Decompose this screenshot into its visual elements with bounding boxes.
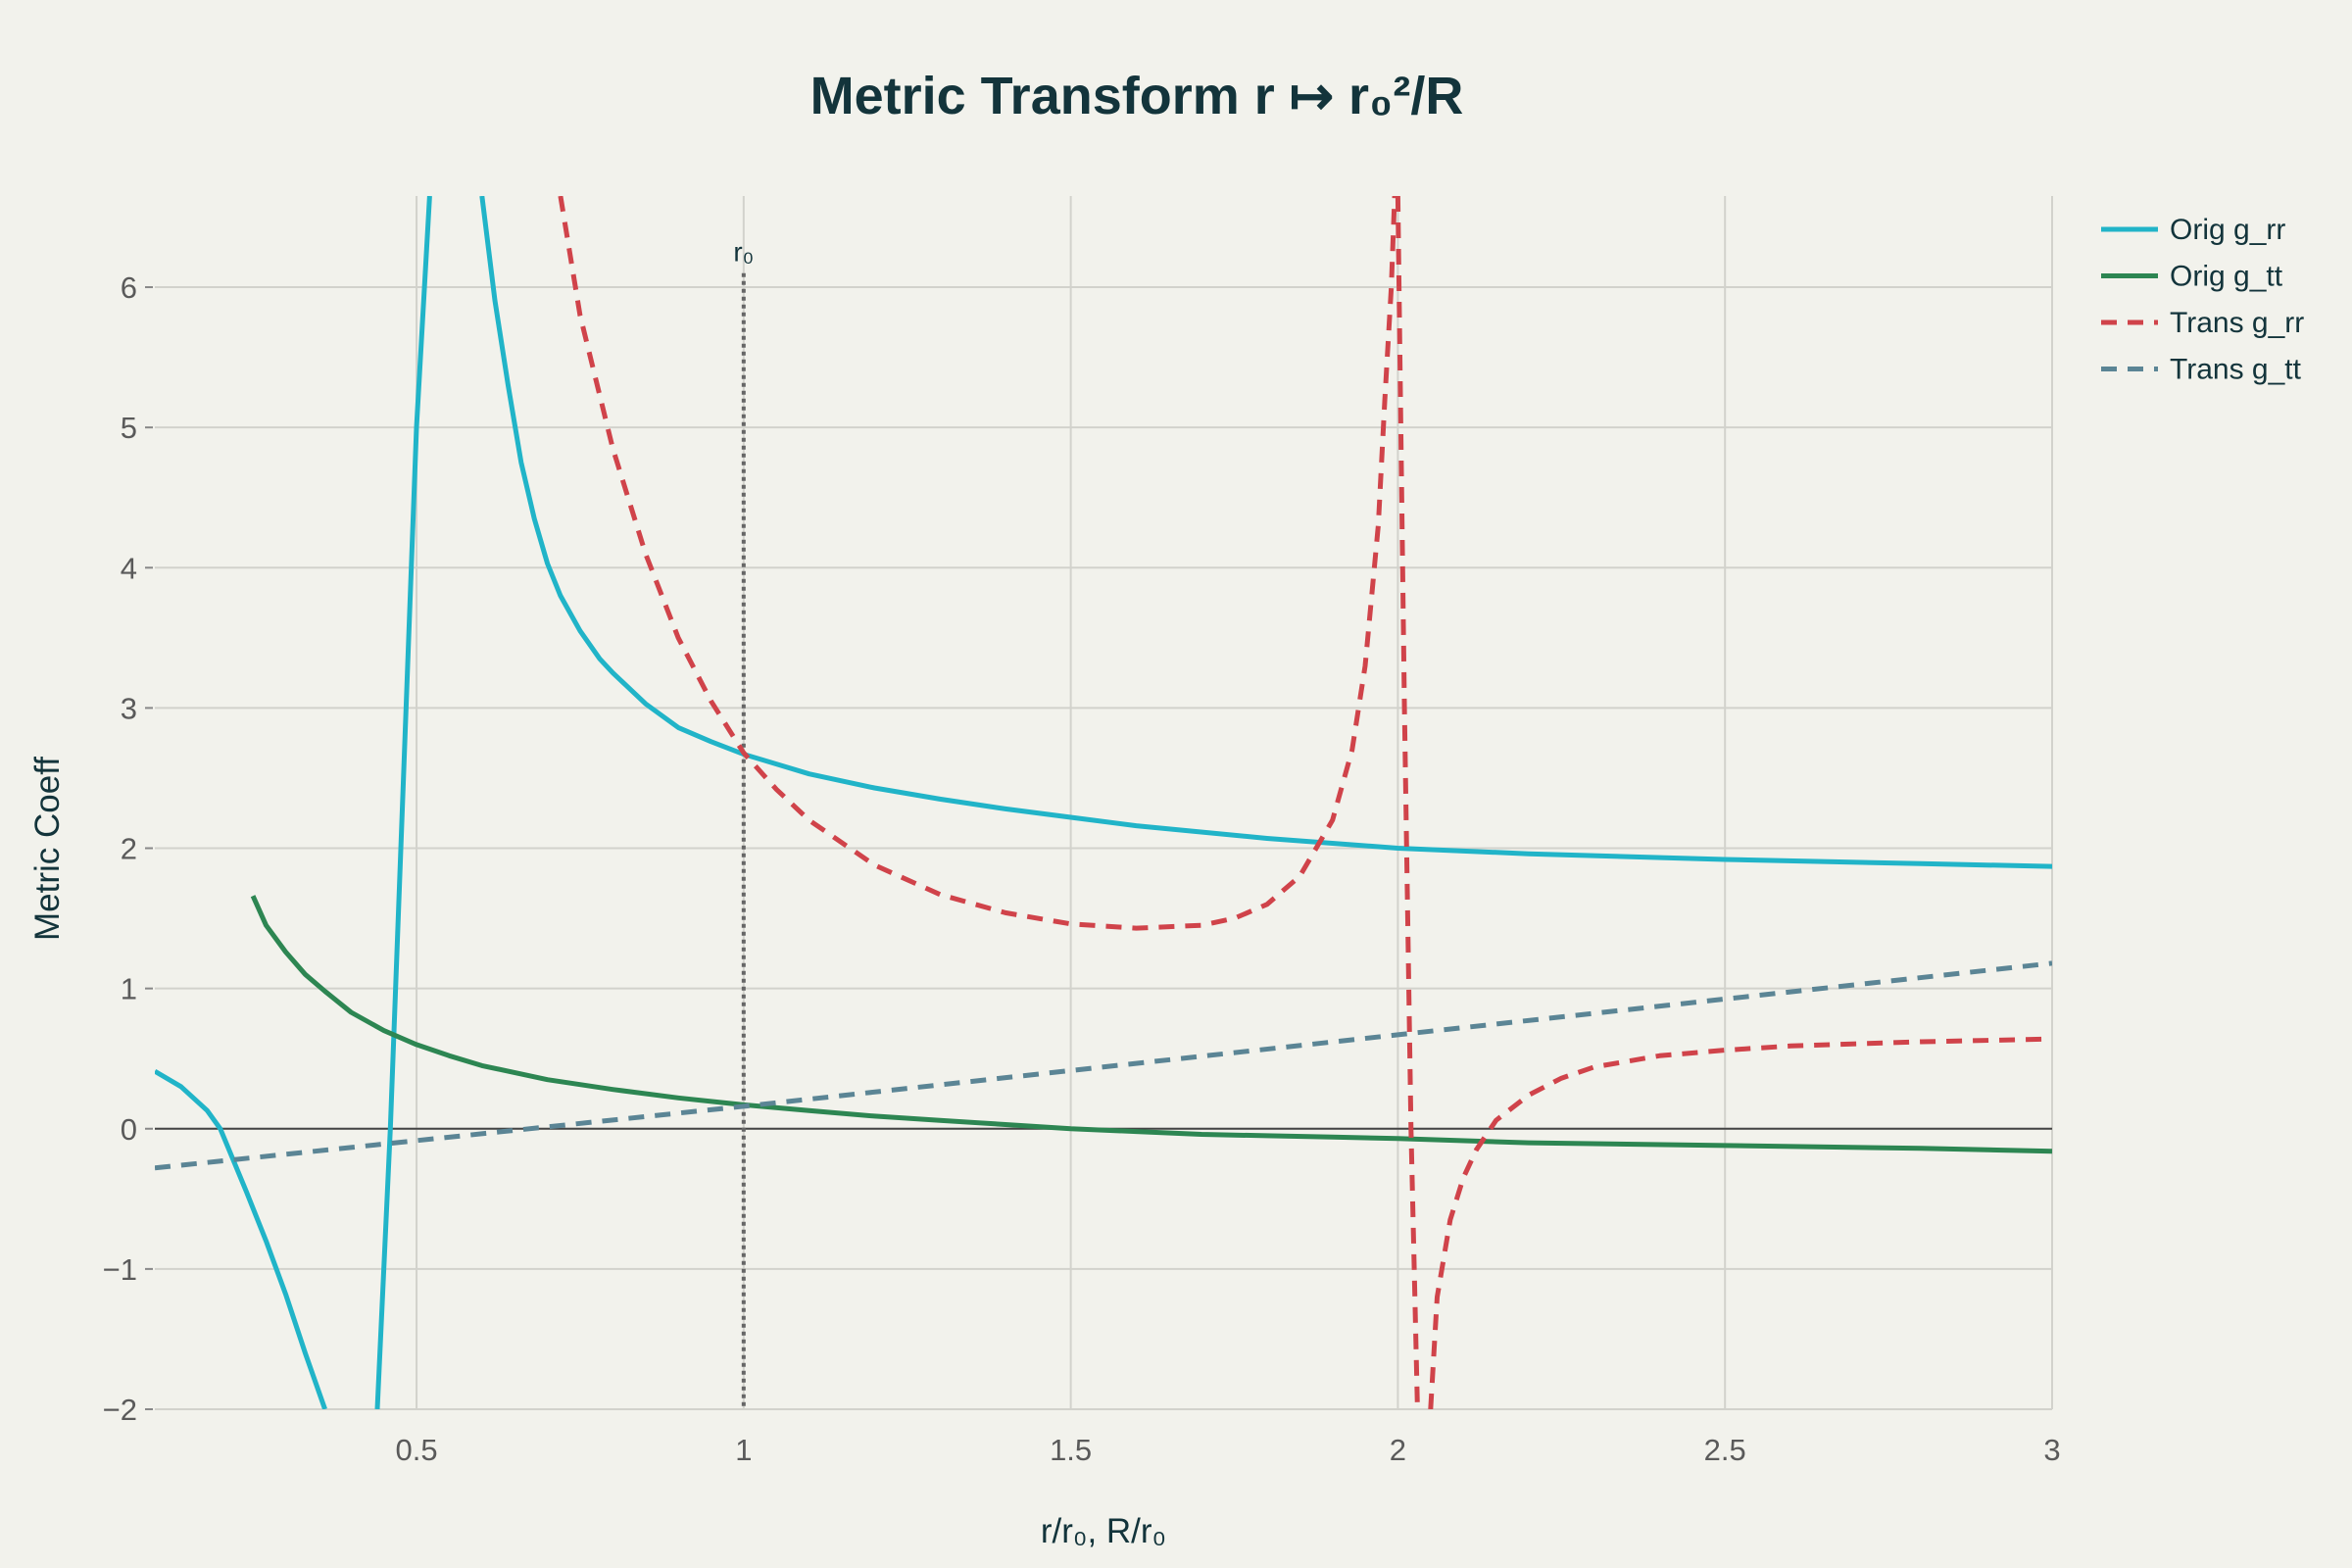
series-line-orig-g-rr xyxy=(155,1068,327,1409)
grid xyxy=(155,196,2053,1410)
series-line-trans-g-rr xyxy=(558,196,1397,931)
legend-label: Orig g_tt xyxy=(2170,261,2283,293)
x-tick-labels: 0.5 1 1.5 2 2.5 3 xyxy=(395,1433,2060,1467)
y-tick-label: 0 xyxy=(121,1112,137,1147)
legend-item-trans-g-rr: Trans g_rr xyxy=(2101,307,2304,339)
x-axis-title: r/r₀, R/r₀ xyxy=(1041,1512,1166,1550)
series-line-orig-g-tt xyxy=(250,895,2052,1154)
y-tick-label: 6 xyxy=(121,270,137,305)
x-tick-label: 1.5 xyxy=(1050,1433,1092,1467)
x-tick-label: 1 xyxy=(735,1433,752,1467)
x-tick-label: 2.5 xyxy=(1704,1433,1746,1467)
series-line-trans-g-tt xyxy=(155,960,2052,1171)
chart-title: Metric Transform r ↦ r₀²/R xyxy=(810,67,1464,125)
series-line-trans-g-rr xyxy=(1395,196,1420,1409)
legend-label: Trans g_rr xyxy=(2170,307,2304,339)
series-trans-g-tt xyxy=(155,960,2052,1171)
x-tick-label: 3 xyxy=(2043,1433,2060,1467)
r0-marker-label: r₀ xyxy=(733,237,754,268)
y-tick-label: −2 xyxy=(103,1393,137,1427)
y-tick-label: 4 xyxy=(121,551,137,585)
legend-label: Orig g_rr xyxy=(2170,214,2285,246)
series-layer xyxy=(155,196,2052,1409)
y-tick-label: 3 xyxy=(121,691,137,725)
series-orig-g-rr xyxy=(155,196,2052,1409)
series-line-trans-g-rr xyxy=(1428,1036,2052,1409)
legend-item-orig-g-tt: Orig g_tt xyxy=(2101,261,2283,293)
series-orig-g-tt xyxy=(250,895,2052,1154)
y-tick-labels: −2 −1 0 1 2 3 4 5 6 xyxy=(103,270,153,1427)
y-tick-label: 2 xyxy=(121,832,137,866)
y-tick-label: 1 xyxy=(121,972,137,1006)
series-trans-g-rr xyxy=(558,196,2052,1409)
legend-item-orig-g-rr: Orig g_rr xyxy=(2101,214,2285,246)
x-tick-label: 2 xyxy=(1390,1433,1406,1467)
series-line-orig-g-rr xyxy=(479,196,2052,869)
plot-area: r₀ xyxy=(155,196,2053,1410)
legend-item-trans-g-tt: Trans g_tt xyxy=(2101,354,2302,386)
y-axis-title: Metric Coeff xyxy=(28,757,67,941)
y-tick-label: 5 xyxy=(121,411,137,445)
legend-label: Trans g_tt xyxy=(2170,354,2302,386)
y-tick-label: −1 xyxy=(103,1252,137,1287)
legend: Orig g_rr Orig g_tt Trans g_rr Trans g_tt xyxy=(2101,214,2304,386)
series-line-orig-g-rr xyxy=(374,196,432,1409)
x-tick-label: 0.5 xyxy=(395,1433,437,1467)
